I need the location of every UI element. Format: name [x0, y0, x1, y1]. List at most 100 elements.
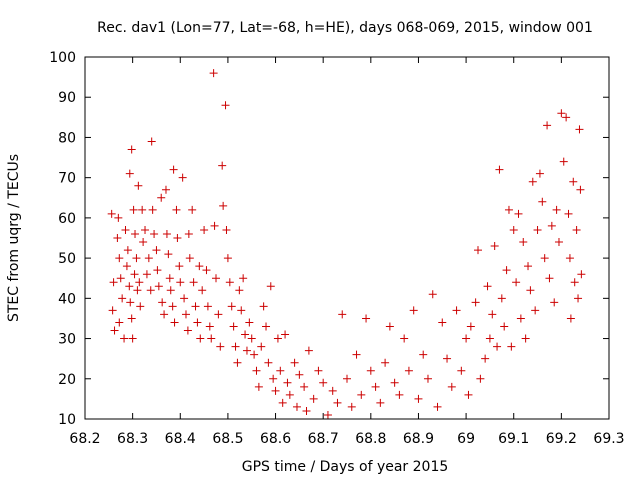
- data-point: [577, 270, 586, 279]
- y-tick-label: 20: [58, 372, 76, 388]
- data-point: [150, 229, 159, 238]
- data-point: [237, 306, 246, 315]
- data-point: [538, 197, 547, 206]
- x-tick-label: 69.2: [546, 431, 577, 447]
- data-point: [366, 366, 375, 375]
- chart-title: Rec. dav1 (Lon=77, Lat=-68, h=HE), days …: [97, 20, 593, 36]
- y-tick-label: 80: [58, 130, 76, 146]
- data-point: [125, 282, 134, 291]
- data-point: [319, 378, 328, 387]
- data-point: [142, 270, 151, 279]
- data-point: [471, 298, 480, 307]
- data-point: [229, 322, 238, 331]
- data-point: [138, 205, 147, 214]
- data-point: [262, 322, 271, 331]
- data-point: [300, 382, 309, 391]
- data-point: [134, 181, 143, 190]
- data-point: [207, 334, 216, 343]
- data-point: [223, 254, 232, 263]
- data-point: [146, 286, 155, 295]
- x-tick-label: 69.1: [498, 431, 529, 447]
- data-point: [113, 234, 122, 242]
- data-point: [200, 225, 209, 234]
- data-point: [509, 225, 518, 234]
- data-point: [333, 398, 342, 407]
- data-point: [147, 137, 156, 146]
- data-point: [497, 294, 506, 303]
- data-point: [152, 246, 161, 255]
- data-point: [572, 225, 581, 234]
- data-point: [452, 306, 461, 315]
- data-point: [557, 109, 566, 118]
- data-point: [507, 342, 516, 351]
- data-point: [185, 254, 194, 263]
- data-point: [176, 278, 185, 287]
- data-point: [196, 334, 205, 343]
- data-point: [247, 334, 256, 343]
- data-point: [309, 394, 318, 403]
- y-tick-label: 10: [58, 412, 76, 428]
- x-tick-label: 69.3: [593, 431, 624, 447]
- data-point: [212, 274, 220, 283]
- data-point: [328, 386, 337, 395]
- data-point: [219, 201, 228, 210]
- x-tick-label: 68.8: [355, 431, 386, 447]
- data-point: [210, 221, 219, 230]
- data-point: [169, 165, 178, 174]
- data-point: [395, 390, 404, 399]
- data-point: [433, 402, 442, 411]
- data-point: [225, 278, 234, 287]
- data-point: [483, 282, 492, 291]
- data-point: [266, 282, 275, 291]
- data-point: [239, 274, 248, 283]
- data-point: [276, 366, 285, 375]
- data-point: [116, 274, 125, 283]
- data-point: [504, 205, 513, 214]
- data-point: [158, 298, 167, 307]
- data-point: [347, 402, 356, 411]
- data-point: [139, 238, 148, 247]
- data-point: [205, 322, 214, 331]
- data-point: [343, 374, 351, 383]
- data-point: [512, 278, 521, 287]
- y-tick-label: 70: [58, 171, 76, 187]
- data-point: [547, 221, 556, 230]
- data-point: [521, 334, 530, 343]
- data-point: [292, 402, 301, 411]
- data-point: [160, 310, 169, 319]
- data-point: [278, 398, 287, 407]
- data-point: [285, 390, 294, 399]
- data-point: [122, 262, 131, 271]
- data-point: [428, 290, 437, 299]
- data-point: [242, 346, 251, 355]
- data-point: [231, 342, 240, 351]
- data-point: [476, 374, 485, 383]
- data-point: [241, 330, 250, 339]
- data-point: [164, 250, 173, 259]
- data-point: [264, 358, 273, 367]
- data-point: [148, 205, 157, 214]
- data-point: [188, 205, 197, 214]
- data-point: [545, 274, 554, 283]
- data-point: [183, 326, 192, 335]
- data-point: [357, 390, 366, 399]
- data-point: [203, 302, 212, 311]
- data-point: [144, 254, 153, 263]
- data-point: [218, 161, 227, 170]
- data-point: [290, 358, 299, 367]
- data-point: [120, 334, 129, 343]
- data-point: [170, 318, 179, 327]
- data-point: [121, 225, 130, 234]
- data-point: [390, 378, 399, 387]
- y-axis-label: STEC from uqrg / TECUs: [6, 154, 22, 322]
- data-point: [250, 350, 259, 359]
- data-point: [404, 366, 413, 375]
- data-point: [281, 330, 290, 339]
- data-point: [314, 366, 323, 375]
- data-point: [376, 398, 385, 407]
- data-point: [110, 326, 119, 335]
- data-point: [576, 185, 585, 194]
- data-point: [419, 350, 428, 359]
- y-tick-label: 30: [58, 332, 76, 348]
